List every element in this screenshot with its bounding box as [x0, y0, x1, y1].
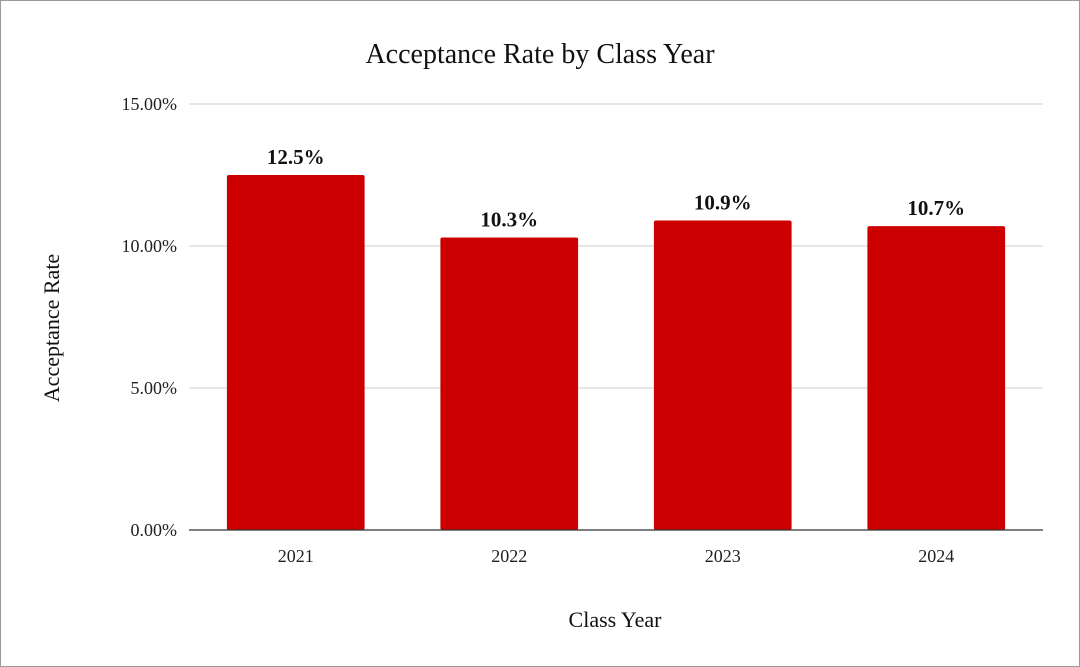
x-tick-label-2023: 2023	[705, 546, 741, 566]
x-tick-label-2024: 2024	[918, 546, 954, 566]
data-label-2023: 10.9%	[694, 190, 752, 214]
data-label-2021: 12.5%	[267, 145, 325, 169]
bars	[226, 175, 1006, 531]
bar-2021	[226, 175, 365, 530]
chart-title: Acceptance Rate by Class Year	[365, 39, 715, 70]
data-label-2024: 10.7%	[907, 196, 965, 220]
y-axis-ticks: 0.00% 5.00% 10.00% 15.00%	[122, 94, 178, 540]
y-tick-label: 15.00%	[122, 94, 178, 114]
x-tick-label-2022: 2022	[491, 546, 527, 566]
bar-2023	[653, 220, 792, 530]
y-tick-label: 10.00%	[122, 236, 178, 256]
data-label-2022: 10.3%	[480, 207, 538, 231]
y-tick-label: 0.00%	[131, 520, 178, 540]
bar-2022	[440, 237, 579, 531]
x-tick-label-2021: 2021	[278, 546, 314, 566]
x-axis-title: Class Year	[569, 607, 663, 632]
bar-2024	[867, 226, 1006, 530]
x-axis-ticks: 2021 2022 2023 2024	[189, 529, 1043, 566]
data-labels: 12.5% 10.3% 10.9% 10.7%	[267, 145, 965, 231]
y-tick-label: 5.00%	[131, 378, 178, 398]
y-axis-title: Acceptance Rate	[39, 254, 64, 402]
